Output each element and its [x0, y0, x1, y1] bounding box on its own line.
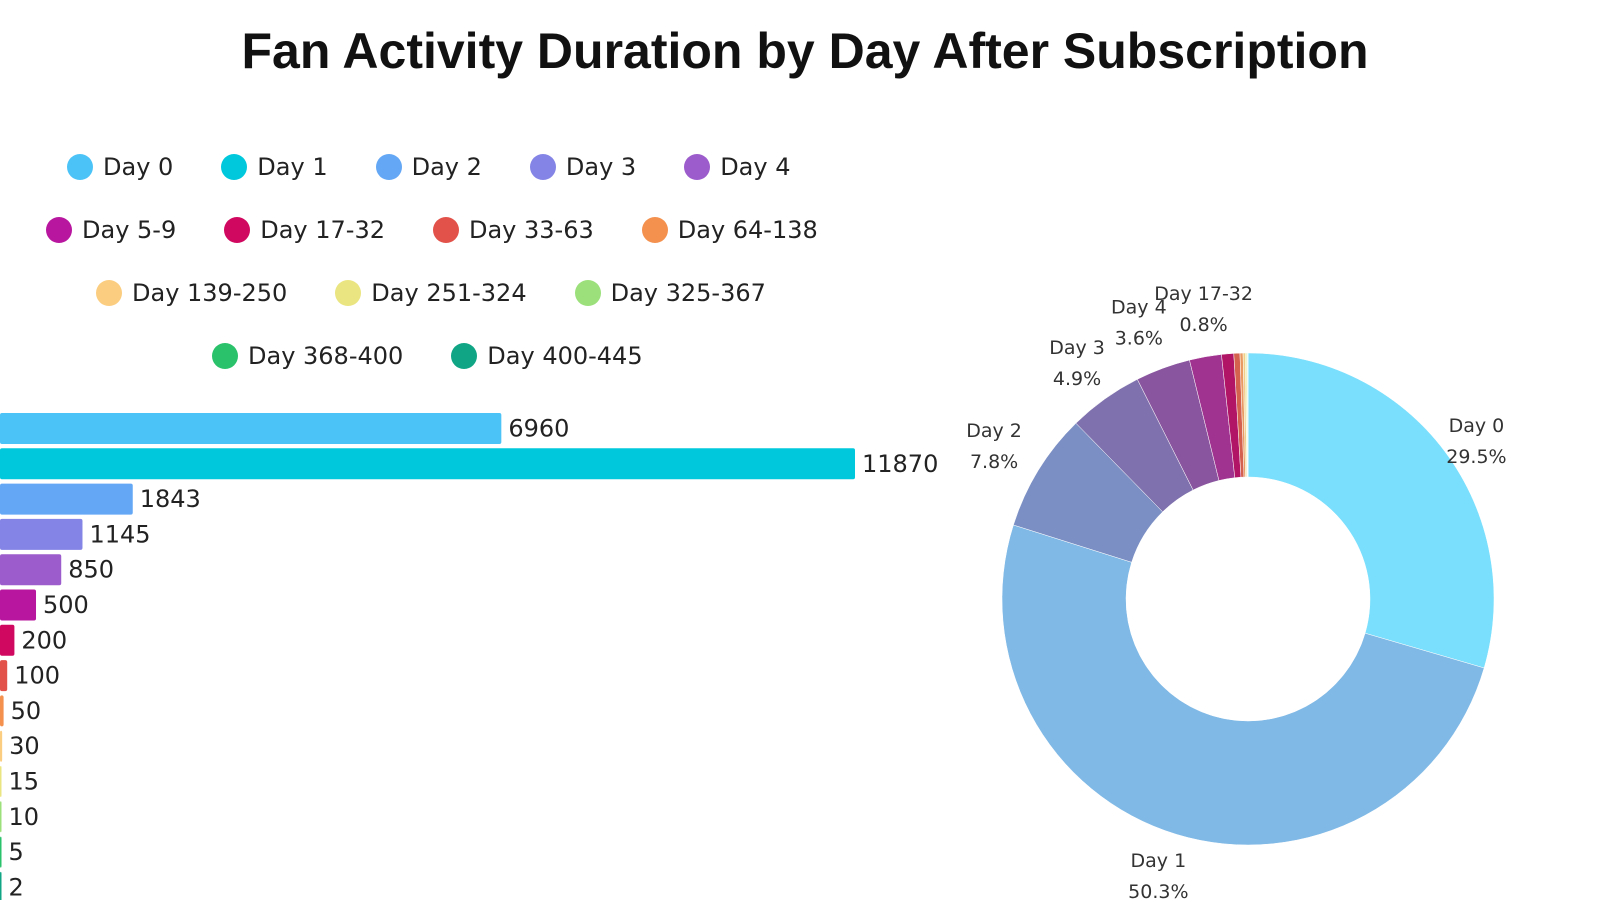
bar-value-label: 11870 [862, 450, 938, 478]
legend-swatch [221, 154, 248, 180]
bar-value-label: 5 [9, 838, 24, 866]
bar[interactable] [0, 871, 2, 900]
legend-row: Day 368-400 Day 400-445 [212, 342, 691, 370]
bar-value-label: 1843 [140, 485, 201, 513]
bar-value-label: 15 [9, 768, 40, 796]
chart-title: Fan Activity Duration by Day After Subsc… [241, 23, 1369, 79]
bar-value-label: 2 [9, 873, 24, 900]
legend-item[interactable]: Day 251-324 [335, 279, 527, 307]
bar[interactable] [0, 730, 3, 762]
legend-item[interactable]: Day 0 [67, 153, 173, 181]
donut-slice-percent: 29.5% [1446, 446, 1506, 468]
bar-value-label: 100 [14, 662, 60, 690]
bar-value-label: 10 [9, 803, 40, 831]
bar[interactable] [0, 413, 502, 444]
bar-chart: 6960 11870 1843 1145 850 500 200 100 50 30 15 10 5 2 [0, 413, 938, 900]
legend-swatch [641, 217, 668, 243]
legend-swatch [212, 343, 238, 369]
bar[interactable] [0, 801, 2, 833]
bar[interactable] [0, 836, 2, 868]
legend-swatch [432, 217, 459, 243]
legend-item[interactable]: Day 1 [221, 153, 328, 181]
legend-label: Day 139-250 [132, 279, 288, 307]
legend-label: Day 4 [720, 153, 791, 181]
legend-label: Day 3 [565, 153, 637, 181]
legend-label: Day 1 [257, 153, 328, 181]
donut-slice-percent: 7.8% [970, 451, 1018, 473]
bar[interactable] [0, 695, 4, 727]
donut-slice-percent: 4.9% [1053, 368, 1101, 390]
legend-item[interactable]: Day 139-250 [96, 279, 287, 307]
legend-item[interactable]: Day 368-400 [212, 342, 403, 370]
legend-row: Day 5-9 Day 17-32 Day 33-63 Day 64-138 [46, 216, 866, 244]
legend-label: Day 251-324 [371, 279, 527, 307]
legend-label: Day 325-367 [610, 279, 766, 307]
donut-slice-label: Day 1 [1131, 850, 1187, 872]
bar-value-label: 50 [11, 697, 42, 725]
legend-label: Day 2 [411, 153, 482, 181]
bar[interactable] [0, 660, 8, 692]
bar[interactable] [0, 518, 83, 550]
legend-label: Day 5-9 [82, 216, 177, 244]
donut-slice-label: Day 2 [966, 420, 1022, 442]
legend-swatch [529, 154, 556, 180]
bar-value-label: 850 [68, 556, 114, 584]
legend-item[interactable]: Day 17-32 [224, 216, 385, 244]
legend-label: Day 33-63 [468, 216, 594, 244]
bar[interactable] [0, 483, 133, 515]
donut-slice-percent: 3.6% [1115, 327, 1163, 349]
legend-row: Day 0 Day 1 Day 2 Day 3 Day 4 [67, 153, 838, 181]
donut-slice[interactable] [1247, 352, 1495, 669]
legend-swatch [574, 280, 601, 306]
legend-item[interactable]: Day 5-9 [46, 216, 176, 244]
legend-label: Day 0 [103, 153, 174, 181]
legend-item[interactable]: Day 33-63 [432, 216, 594, 244]
bar-value-label: 200 [21, 626, 67, 654]
legend-item[interactable]: Day 400-445 [451, 342, 643, 370]
legend-item[interactable]: Day 4 [684, 153, 790, 181]
donut-slice-label: Day 17-32 [1154, 283, 1253, 305]
donut-slice-percent: 0.8% [1179, 314, 1227, 336]
bar-value-label: 500 [43, 591, 89, 619]
legend-swatch [375, 154, 402, 180]
legend-row: Day 139-250 Day 251-324 Day 325-367 [96, 279, 814, 307]
donut-slice-label: Day 0 [1449, 415, 1505, 437]
legend-swatch [684, 154, 711, 180]
legend-swatch [67, 154, 93, 180]
legend-label: Day 368-400 [248, 342, 404, 370]
legend-label: Day 17-32 [260, 216, 385, 244]
legend-item[interactable]: Day 2 [375, 153, 482, 181]
donut-slice-percent: 50.3% [1128, 881, 1188, 900]
donut-chart: Day 0 29.5% Day 1 50.3% Day 2 7.8% Day 3 4.9% Da… [966, 283, 1506, 900]
legend-swatch [451, 343, 478, 369]
legend-item[interactable]: Day 3 [529, 153, 637, 181]
bar[interactable] [0, 554, 62, 586]
legend-label: Day 64-138 [677, 216, 818, 244]
donut-slice-label: Day 3 [1049, 337, 1105, 359]
bar[interactable] [0, 624, 15, 656]
bar[interactable] [0, 589, 37, 621]
bar[interactable] [0, 766, 2, 797]
donut-slice-label: Day 4 [1111, 296, 1167, 318]
bar-value-label: 1145 [89, 520, 150, 548]
legend-swatch [96, 280, 122, 306]
bar-value-label: 6960 [508, 415, 569, 443]
legend-swatch [46, 217, 72, 243]
legend-item[interactable]: Day 325-367 [574, 279, 766, 307]
bar-value-label: 30 [9, 732, 40, 760]
legend-item[interactable]: Day 64-138 [641, 216, 818, 244]
legend-swatch [335, 280, 362, 306]
legend-label: Day 400-445 [487, 342, 643, 370]
legend-swatch [224, 217, 251, 243]
bar[interactable] [0, 448, 855, 480]
